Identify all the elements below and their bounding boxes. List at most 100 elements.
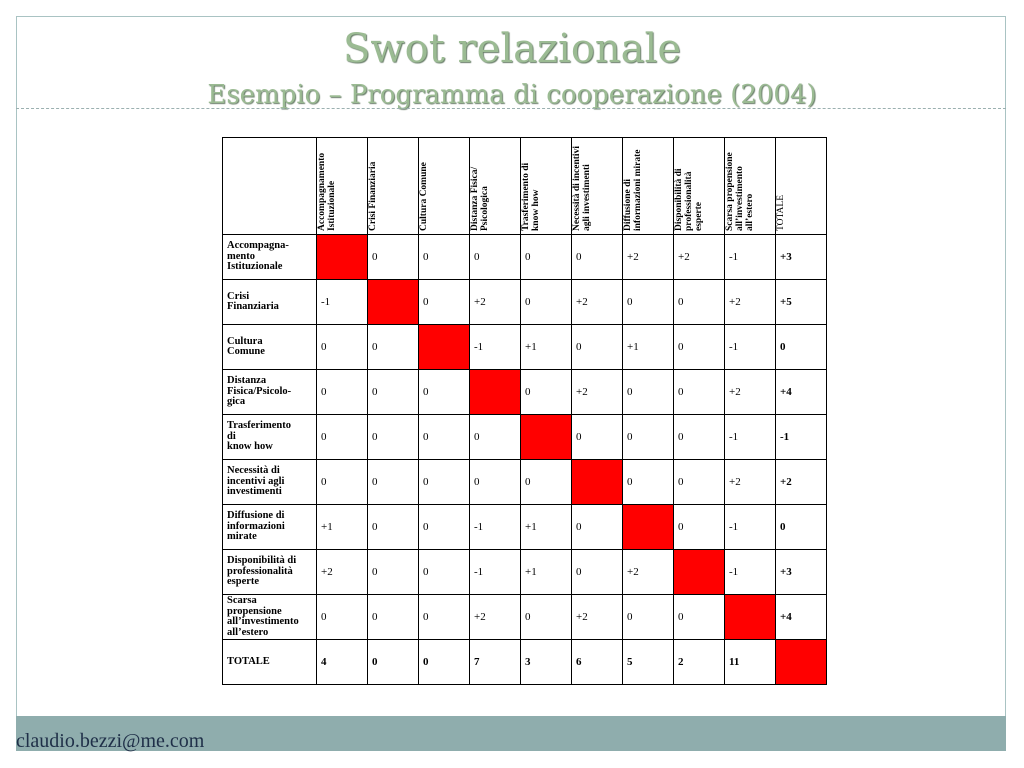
value-cell: 0 <box>673 594 725 640</box>
column-header: Crisi Finanziaria <box>367 137 419 235</box>
value-cell: 0 <box>418 279 470 325</box>
row-label: TOTALE <box>222 639 317 685</box>
table-row: Trasferimento di know how 0 0 0 0 0 0 0 -1 -1 <box>222 414 827 460</box>
diagonal-cell <box>775 639 827 685</box>
value-cell: 0 <box>571 549 623 595</box>
total-cell: +2 <box>775 459 827 505</box>
column-header: Trasferimento di know how <box>520 137 572 235</box>
value-cell: 0 <box>520 234 572 280</box>
swot-matrix-table: Accompagnamento Istituzionale Crisi Finan… <box>222 137 827 685</box>
value-cell: -1 <box>316 279 368 325</box>
total-cell: 0 <box>775 324 827 370</box>
value-cell: 0 <box>520 594 572 640</box>
value-cell: 0 <box>571 324 623 370</box>
value-cell: +2 <box>724 369 776 415</box>
table-row: Necessità di incentivi agli investimenti… <box>222 459 827 505</box>
value-cell: 0 <box>520 279 572 325</box>
slide-subtitle: Esempio – Programma di cooperazione (200… <box>207 80 817 110</box>
table-row: Scarsa propensione all’investimento all’… <box>222 594 827 640</box>
diagonal-cell <box>316 234 368 280</box>
table-row: Distanza Fisica/Psicolo- gica 0 0 0 0 +2 0 0 +2 +… <box>222 369 827 415</box>
value-cell: -1 <box>724 414 776 460</box>
value-cell: -1 <box>469 549 521 595</box>
total-cell: +5 <box>775 279 827 325</box>
value-cell: 0 <box>622 459 674 505</box>
table-row: TOTALE 4 0 0 7 3 6 5 2 11 <box>222 639 827 685</box>
value-cell: +2 <box>724 459 776 505</box>
column-header-label: Crisi Finanziaria <box>368 161 378 231</box>
total-cell: 3 <box>520 639 572 685</box>
row-label: Necessità di incentivi agli investimenti <box>222 459 317 505</box>
value-cell: 0 <box>367 324 419 370</box>
value-cell: 0 <box>367 369 419 415</box>
total-cell: +4 <box>775 594 827 640</box>
value-cell: -1 <box>724 549 776 595</box>
value-cell: -1 <box>724 234 776 280</box>
slide-title: Swot relazionale <box>343 26 681 72</box>
table-row: Diffusione di informazioni mirate +1 0 0 -1 +… <box>222 504 827 550</box>
value-cell: +2 <box>571 594 623 640</box>
value-cell: +2 <box>469 279 521 325</box>
value-cell: +1 <box>520 549 572 595</box>
value-cell: 0 <box>418 234 470 280</box>
row-label: Trasferimento di know how <box>222 414 317 460</box>
total-cell: +3 <box>775 234 827 280</box>
value-cell: 0 <box>673 324 725 370</box>
value-cell: 0 <box>571 504 623 550</box>
value-cell: +1 <box>520 324 572 370</box>
value-cell: 0 <box>520 369 572 415</box>
corner-cell <box>222 137 317 235</box>
value-cell: 0 <box>469 459 521 505</box>
value-cell: 0 <box>571 414 623 460</box>
total-cell: 0 <box>367 639 419 685</box>
value-cell: +2 <box>673 234 725 280</box>
total-cell: 7 <box>469 639 521 685</box>
row-label: Scarsa propensione all’investimento all’… <box>222 594 317 640</box>
total-cell: 4 <box>316 639 368 685</box>
row-label: Disponibilità di professionalità esperte <box>222 549 317 595</box>
column-header-label: Scarsa propensione all’investimento all’… <box>725 152 755 231</box>
diagonal-cell <box>520 414 572 460</box>
value-cell: 0 <box>673 414 725 460</box>
value-cell: +2 <box>469 594 521 640</box>
table-row: Disponibilità di professionalità esperte… <box>222 549 827 595</box>
column-header-label: Distanza Fisica/ Psicologica <box>470 166 490 231</box>
column-header-label: Diffusione di informazioni mirate <box>623 149 643 231</box>
total-cell: +4 <box>775 369 827 415</box>
value-cell: 0 <box>622 594 674 640</box>
value-cell: 0 <box>367 459 419 505</box>
value-cell: +2 <box>571 369 623 415</box>
value-cell: 0 <box>622 279 674 325</box>
value-cell: -1 <box>469 324 521 370</box>
column-header: Distanza Fisica/ Psicologica <box>469 137 521 235</box>
column-header-label: TOTALE <box>776 194 786 231</box>
value-cell: 0 <box>316 324 368 370</box>
diagonal-cell <box>571 459 623 505</box>
table-row: Cultura Comune 0 0 -1 +1 0 +1 0 -1 0 <box>222 324 827 370</box>
value-cell: 0 <box>418 369 470 415</box>
value-cell: 0 <box>316 369 368 415</box>
value-cell: 0 <box>469 414 521 460</box>
table-row: Crisi Finanziaria -1 0 +2 0 +2 0 0 +2 +5 <box>222 279 827 325</box>
total-cell: 6 <box>571 639 623 685</box>
value-cell: 0 <box>316 459 368 505</box>
column-header: Cultura Comune <box>418 137 470 235</box>
value-cell: 0 <box>418 504 470 550</box>
column-header: Accompagnamento Istituzionale <box>316 137 368 235</box>
column-header: Necessità di incentivi agli investimenti <box>571 137 623 235</box>
value-cell: -1 <box>469 504 521 550</box>
column-header: Disponibilità di professionalità esperte <box>673 137 725 235</box>
column-header: Scarsa propensione all’investimento all’… <box>724 137 776 235</box>
column-header: Diffusione di informazioni mirate <box>622 137 674 235</box>
title-divider <box>16 108 1006 109</box>
value-cell: +2 <box>316 549 368 595</box>
row-label: Accompagna- mento Istituzionale <box>222 234 317 280</box>
value-cell: 0 <box>367 414 419 460</box>
value-cell: 0 <box>418 459 470 505</box>
value-cell: 0 <box>673 369 725 415</box>
column-header-label: Disponibilità di professionalità esperte <box>674 168 704 231</box>
value-cell: 0 <box>418 549 470 595</box>
value-cell: +2 <box>571 279 623 325</box>
value-cell: 0 <box>622 414 674 460</box>
value-cell: 0 <box>571 234 623 280</box>
